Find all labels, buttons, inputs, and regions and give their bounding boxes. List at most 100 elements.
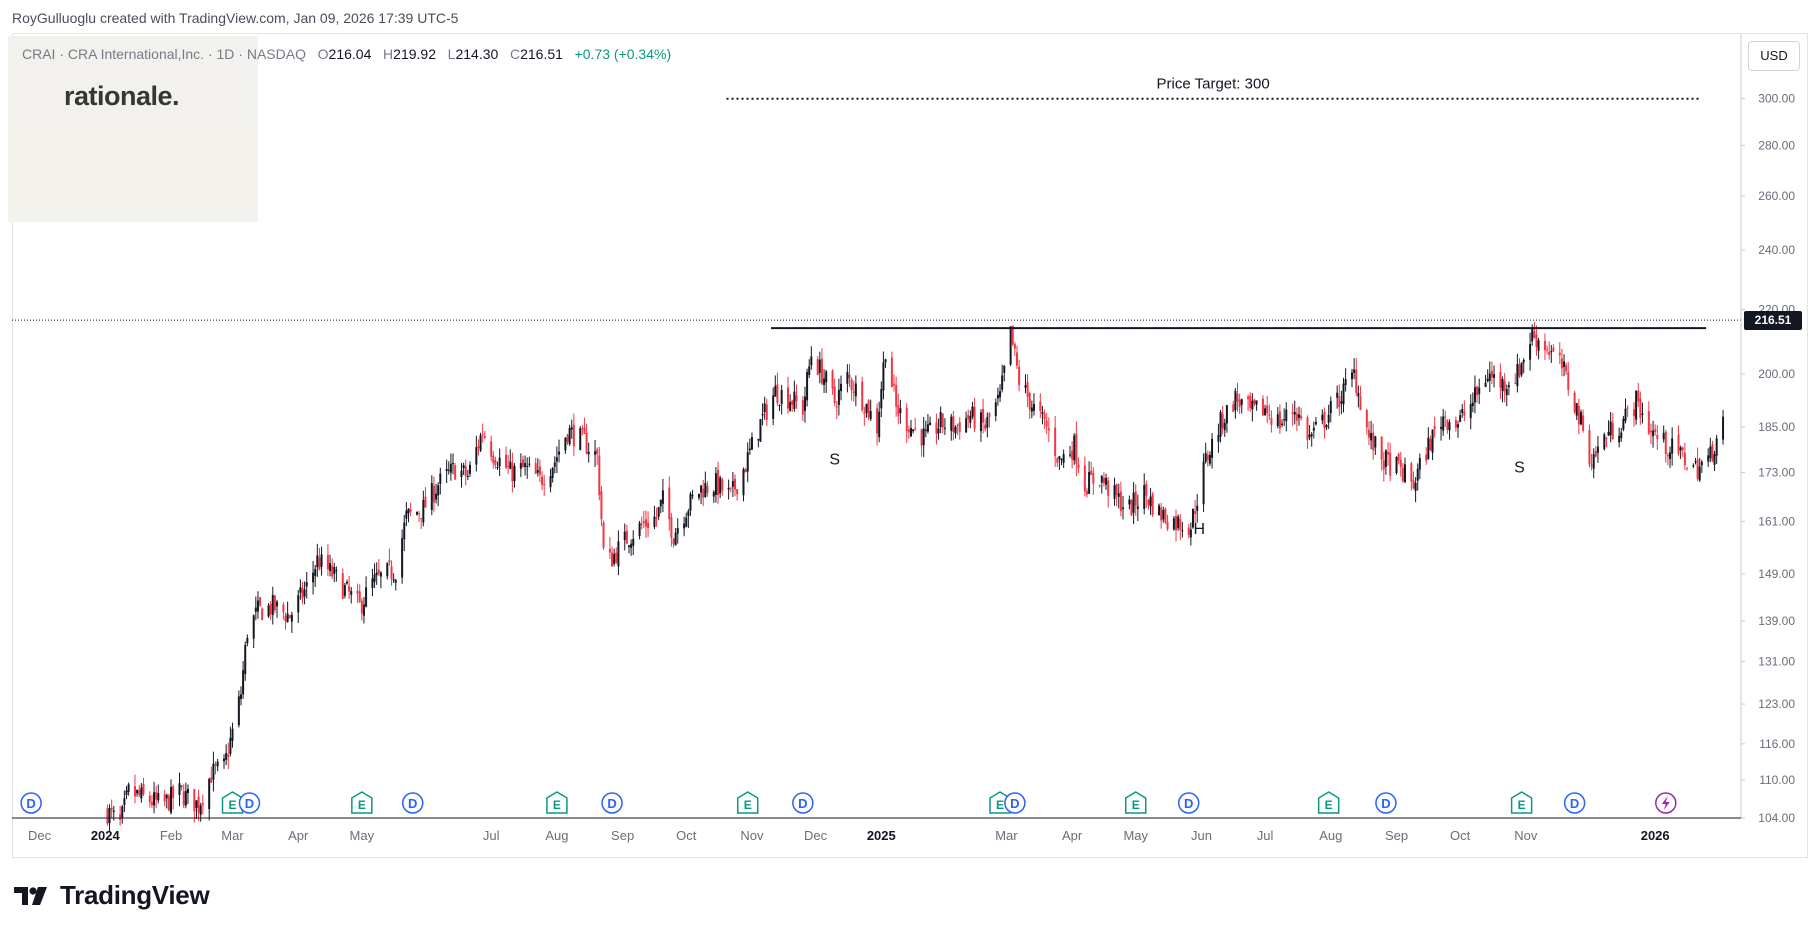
candle-body (1261, 398, 1264, 416)
candle-body (1338, 396, 1341, 408)
candle-body (657, 506, 660, 517)
candle-body (912, 429, 915, 432)
candle-body (982, 408, 985, 423)
candle-body (418, 513, 421, 515)
candle-body (1355, 369, 1358, 394)
low-value: 214.30 (455, 46, 499, 62)
dividend-letter: D (798, 796, 807, 811)
candle-body (852, 391, 855, 394)
candle-body (1107, 480, 1110, 496)
candle-body (1090, 470, 1093, 476)
candle-body (1211, 438, 1214, 458)
split-marker[interactable] (1655, 792, 1677, 814)
candle-body (623, 531, 626, 541)
candle-body (449, 463, 452, 473)
earnings-marker[interactable]: E (989, 791, 1011, 814)
candle-body (825, 371, 828, 383)
dividend-marker[interactable]: D (20, 792, 42, 814)
candle-body (1412, 480, 1415, 489)
dividend-letter: D (245, 796, 254, 811)
candle-body (110, 807, 113, 810)
earnings-marker[interactable]: E (351, 791, 373, 814)
candle-body (1372, 432, 1375, 451)
candle-body (284, 615, 287, 622)
candle-body (587, 451, 590, 455)
candle-body (742, 469, 745, 496)
candle-body (876, 408, 879, 434)
brand-watermark: rationale. (8, 36, 258, 222)
candle-body (1446, 420, 1449, 430)
earnings-marker[interactable]: E (1124, 791, 1147, 814)
symbol-title[interactable]: CRAI · CRA International,Inc. · 1D · NAS… (22, 46, 306, 62)
candle-body (1249, 395, 1252, 408)
candle-body (1459, 415, 1462, 422)
earnings-marker[interactable]: E (546, 791, 568, 814)
candle-body (909, 427, 912, 437)
dividend-marker[interactable]: D (401, 792, 424, 814)
candle-body (210, 777, 213, 783)
dividend-marker[interactable]: D (1004, 792, 1026, 814)
candle-body (1692, 465, 1695, 467)
candle-body (1032, 403, 1035, 411)
dividend-marker[interactable]: D (1375, 792, 1397, 814)
candle-body (999, 391, 1002, 398)
candle-body (880, 389, 883, 409)
candle-body (1160, 507, 1163, 521)
price-tick-label: 131.00 (1758, 654, 1795, 668)
tradingview-logo[interactable]: TradingView (14, 880, 210, 911)
candle-body (1414, 482, 1417, 492)
earnings-marker[interactable]: E (221, 791, 244, 814)
dividend-marker[interactable]: D (1563, 792, 1586, 814)
candle-body (600, 491, 603, 520)
candle-body (153, 792, 156, 806)
candle-body (1208, 454, 1211, 464)
high-label: H (383, 46, 394, 62)
currency-button[interactable]: USD (1748, 41, 1800, 71)
earnings-marker[interactable]: E (1510, 791, 1533, 814)
candle-body (1575, 403, 1578, 416)
candle-body (1522, 359, 1525, 363)
dividend-marker[interactable]: D (601, 792, 623, 814)
candle-body (594, 451, 597, 455)
candle-body (420, 517, 423, 519)
candle-body (1669, 452, 1672, 459)
candle-body (1404, 464, 1407, 483)
candle-body (1128, 499, 1131, 505)
candle-body (706, 485, 709, 493)
earnings-letter: E (996, 798, 1004, 812)
candle-body (519, 463, 522, 469)
candle-body (778, 404, 781, 406)
candle-body (818, 359, 821, 373)
candle-body (1357, 392, 1360, 397)
candle-body (1310, 434, 1313, 437)
dividend-marker[interactable]: D (238, 792, 261, 814)
earnings-marker[interactable]: E (736, 791, 759, 814)
candle-body (1011, 325, 1014, 345)
candle-body (237, 696, 240, 726)
candle-body (212, 763, 215, 780)
candle-body (1024, 385, 1027, 388)
candle-body (1013, 344, 1016, 349)
candle-body (746, 452, 749, 472)
candle-body (1476, 386, 1479, 396)
candle-body (430, 483, 433, 510)
candle-body (1293, 411, 1296, 415)
dividend-marker[interactable]: D (1177, 792, 1200, 814)
candle-body (1707, 455, 1710, 462)
candle-body (1100, 476, 1103, 483)
candle-body (878, 411, 881, 438)
candle-body (994, 402, 997, 417)
candle-body (1607, 431, 1610, 436)
price-tick-label: 123.00 (1758, 697, 1795, 711)
candle-body (774, 385, 777, 397)
candle-body (1321, 414, 1324, 421)
earnings-marker[interactable]: E (1317, 791, 1340, 814)
candle-body (642, 521, 645, 524)
price-tick-label: 116.00 (1759, 737, 1795, 751)
dividend-marker[interactable]: D (792, 792, 814, 814)
candle-body (386, 563, 389, 577)
candle-body (1416, 468, 1419, 481)
candle-body (375, 572, 378, 576)
candle-body (702, 488, 705, 498)
